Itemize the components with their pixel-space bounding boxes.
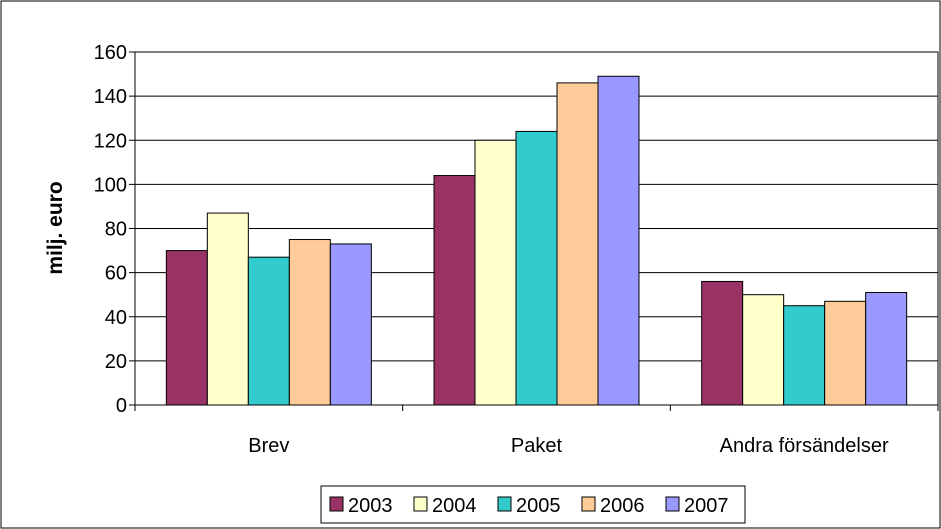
bar — [556, 82, 599, 406]
legend-label: 2005 — [516, 495, 561, 517]
y-axis-title: milj. euro — [44, 181, 67, 274]
y-tick-label: 80 — [105, 219, 127, 241]
bar — [247, 256, 290, 406]
legend-label: 2004 — [432, 495, 477, 517]
y-tick-label: 0 — [116, 395, 127, 417]
legend-swatch — [329, 496, 344, 512]
bar — [474, 139, 517, 406]
y-tick-label: 60 — [105, 263, 127, 285]
legend-swatch — [497, 496, 512, 512]
bar — [701, 280, 744, 406]
legend-swatch — [413, 496, 428, 512]
bar — [206, 212, 249, 406]
bar — [288, 239, 331, 406]
bar — [742, 294, 785, 406]
bars-group — [165, 75, 908, 406]
bar — [165, 250, 208, 406]
x-category-label: Paket — [511, 435, 563, 457]
x-category-label: Brev — [248, 435, 289, 457]
legend-swatch — [581, 496, 596, 512]
legend-label: 2007 — [684, 495, 729, 517]
x-category-label: Andra försändelser — [720, 435, 889, 457]
legend-swatch — [665, 496, 680, 512]
y-tick-label: 120 — [94, 130, 127, 152]
bar — [329, 243, 372, 406]
bar — [597, 75, 640, 406]
y-tick-label: 40 — [105, 307, 127, 329]
y-tick-label: 100 — [94, 174, 127, 196]
legend-label: 2003 — [348, 495, 393, 517]
bar — [824, 300, 867, 406]
bar — [515, 130, 558, 406]
bar — [865, 291, 908, 406]
y-tick-label: 140 — [94, 86, 127, 108]
legend-label: 2006 — [600, 495, 645, 517]
bar — [783, 305, 826, 406]
legend: 2003 2004 2005 2006 2007 — [320, 485, 746, 524]
y-tick-label: 20 — [105, 351, 127, 373]
bar — [433, 175, 476, 406]
y-tick-label: 160 — [94, 42, 127, 64]
axes-group: 0 20 40 60 80 100 120 140 160 Brev Paket Andra förs… — [94, 42, 939, 457]
